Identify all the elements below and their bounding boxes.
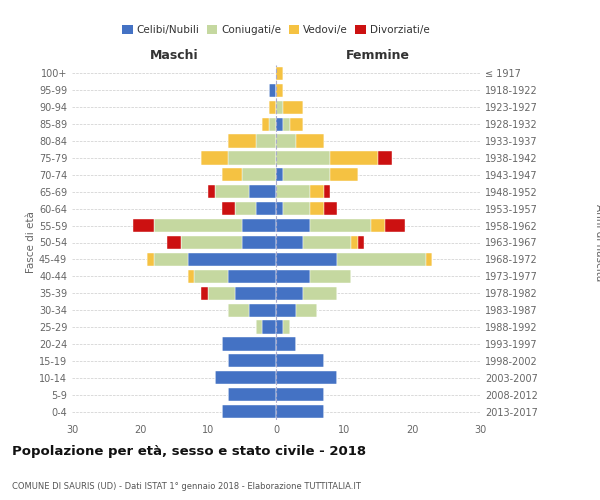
Bar [208, 286, 235, 300]
Bar [337, 253, 425, 266]
Bar [310, 219, 371, 232]
Bar [229, 304, 249, 316]
Bar [310, 270, 351, 283]
Bar [167, 236, 181, 249]
Text: Maschi: Maschi [149, 50, 199, 62]
Bar [323, 185, 331, 198]
Bar [276, 100, 283, 114]
Bar [276, 320, 283, 334]
Bar [188, 270, 194, 283]
Bar [133, 219, 154, 232]
Bar [276, 84, 283, 97]
Bar [229, 134, 256, 147]
Bar [351, 236, 358, 249]
Bar [276, 219, 310, 232]
Bar [323, 202, 337, 215]
Bar [296, 134, 323, 147]
Bar [208, 185, 215, 198]
Bar [235, 286, 276, 300]
Bar [283, 100, 303, 114]
Legend: Celibi/Nubili, Coniugati/e, Vedovi/e, Divorziati/e: Celibi/Nubili, Coniugati/e, Vedovi/e, Di… [118, 20, 434, 39]
Bar [229, 388, 276, 401]
Bar [242, 236, 276, 249]
Bar [201, 152, 229, 164]
Bar [276, 236, 303, 249]
Bar [358, 236, 364, 249]
Bar [229, 354, 276, 368]
Bar [276, 253, 337, 266]
Bar [249, 304, 276, 316]
Bar [221, 405, 276, 418]
Bar [188, 253, 276, 266]
Bar [276, 338, 296, 350]
Bar [276, 371, 337, 384]
Bar [283, 320, 290, 334]
Bar [269, 118, 276, 131]
Bar [276, 168, 283, 181]
Bar [425, 253, 433, 266]
Bar [242, 219, 276, 232]
Bar [276, 388, 323, 401]
Bar [385, 219, 405, 232]
Bar [269, 100, 276, 114]
Bar [262, 320, 276, 334]
Bar [256, 202, 276, 215]
Bar [154, 219, 242, 232]
Bar [221, 338, 276, 350]
Bar [276, 354, 323, 368]
Bar [221, 168, 242, 181]
Text: Femmine: Femmine [346, 50, 410, 62]
Bar [262, 118, 269, 131]
Bar [276, 405, 323, 418]
Bar [283, 118, 290, 131]
Bar [371, 219, 385, 232]
Y-axis label: Anni di nascita: Anni di nascita [595, 204, 600, 281]
Bar [221, 202, 235, 215]
Bar [242, 168, 276, 181]
Bar [256, 134, 276, 147]
Bar [276, 185, 310, 198]
Bar [249, 185, 276, 198]
Bar [276, 270, 310, 283]
Bar [310, 202, 323, 215]
Bar [276, 152, 331, 164]
Bar [147, 253, 154, 266]
Bar [303, 286, 337, 300]
Bar [283, 168, 331, 181]
Bar [154, 253, 188, 266]
Bar [290, 118, 303, 131]
Bar [229, 152, 276, 164]
Bar [303, 236, 351, 249]
Bar [256, 320, 262, 334]
Bar [181, 236, 242, 249]
Bar [229, 270, 276, 283]
Bar [194, 270, 229, 283]
Bar [276, 134, 296, 147]
Bar [276, 304, 296, 316]
Bar [215, 185, 249, 198]
Y-axis label: Fasce di età: Fasce di età [26, 212, 36, 274]
Bar [215, 371, 276, 384]
Text: COMUNE DI SAURIS (UD) - Dati ISTAT 1° gennaio 2018 - Elaborazione TUTTITALIA.IT: COMUNE DI SAURIS (UD) - Dati ISTAT 1° ge… [12, 482, 361, 491]
Bar [378, 152, 392, 164]
Text: Popolazione per età, sesso e stato civile - 2018: Popolazione per età, sesso e stato civil… [12, 444, 366, 458]
Bar [269, 84, 276, 97]
Bar [276, 118, 283, 131]
Bar [276, 286, 303, 300]
Bar [331, 168, 358, 181]
Bar [276, 67, 283, 80]
Bar [201, 286, 208, 300]
Bar [310, 185, 323, 198]
Bar [296, 304, 317, 316]
Bar [276, 202, 283, 215]
Bar [283, 202, 310, 215]
Bar [331, 152, 378, 164]
Bar [235, 202, 256, 215]
